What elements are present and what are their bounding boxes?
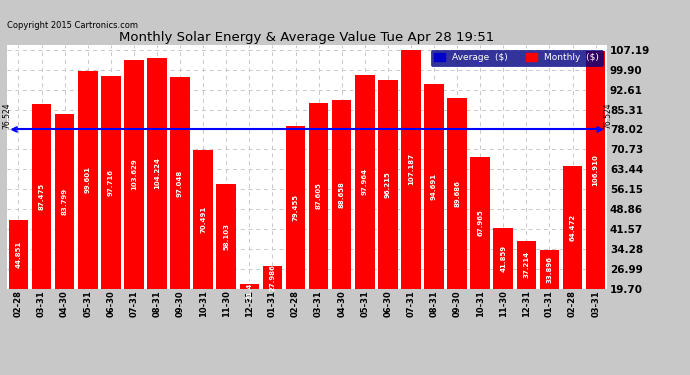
Bar <box>124 60 144 289</box>
Bar <box>447 98 467 289</box>
Bar <box>424 84 444 289</box>
Text: 76.524: 76.524 <box>2 103 12 129</box>
Bar <box>101 76 121 289</box>
Text: 97.964: 97.964 <box>362 168 368 195</box>
Bar <box>193 150 213 289</box>
Text: 107.187: 107.187 <box>408 153 414 185</box>
Bar <box>401 50 421 289</box>
Bar <box>9 220 28 289</box>
Text: 44.851: 44.851 <box>15 241 21 268</box>
Bar <box>78 70 97 289</box>
Text: 21.414: 21.414 <box>246 273 253 300</box>
Bar <box>378 80 397 289</box>
Text: 88.658: 88.658 <box>339 181 345 208</box>
Bar <box>493 228 513 289</box>
Text: 27.986: 27.986 <box>269 264 275 291</box>
Bar <box>517 241 536 289</box>
Text: 94.691: 94.691 <box>431 173 437 200</box>
Bar <box>217 184 236 289</box>
Text: 58.103: 58.103 <box>224 223 229 250</box>
Bar <box>170 78 190 289</box>
Text: 79.455: 79.455 <box>293 194 299 220</box>
Bar <box>563 166 582 289</box>
Bar <box>55 114 75 289</box>
Bar <box>309 103 328 289</box>
Text: 97.048: 97.048 <box>177 170 183 197</box>
Text: 41.859: 41.859 <box>500 245 506 272</box>
Bar <box>355 75 375 289</box>
Text: 70.491: 70.491 <box>200 206 206 233</box>
Bar <box>471 157 490 289</box>
Bar <box>239 284 259 289</box>
Legend: Average  ($), Monthly  ($): Average ($), Monthly ($) <box>431 50 602 66</box>
Bar <box>263 266 282 289</box>
Bar <box>147 58 167 289</box>
Text: 106.910: 106.910 <box>593 154 599 186</box>
Text: 87.475: 87.475 <box>39 183 45 210</box>
Text: 83.799: 83.799 <box>61 188 68 215</box>
Text: 37.214: 37.214 <box>524 251 529 278</box>
Text: 64.472: 64.472 <box>569 214 575 241</box>
Text: 87.605: 87.605 <box>315 183 322 210</box>
Bar <box>286 126 305 289</box>
Text: Copyright 2015 Cartronics.com: Copyright 2015 Cartronics.com <box>7 21 138 30</box>
Text: 67.965: 67.965 <box>477 210 483 236</box>
Bar <box>332 100 351 289</box>
Text: 103.629: 103.629 <box>131 158 137 190</box>
Bar <box>586 51 605 289</box>
Title: Monthly Solar Energy & Average Value Tue Apr 28 19:51: Monthly Solar Energy & Average Value Tue… <box>119 31 495 44</box>
Bar <box>540 250 560 289</box>
Text: 99.601: 99.601 <box>85 166 90 193</box>
Text: 96.215: 96.215 <box>385 171 391 198</box>
Text: 89.686: 89.686 <box>454 180 460 207</box>
Bar <box>32 104 51 289</box>
Text: 76.524: 76.524 <box>603 103 612 129</box>
Text: 104.224: 104.224 <box>154 158 160 189</box>
Text: 33.896: 33.896 <box>546 256 553 283</box>
Text: 97.716: 97.716 <box>108 169 114 196</box>
